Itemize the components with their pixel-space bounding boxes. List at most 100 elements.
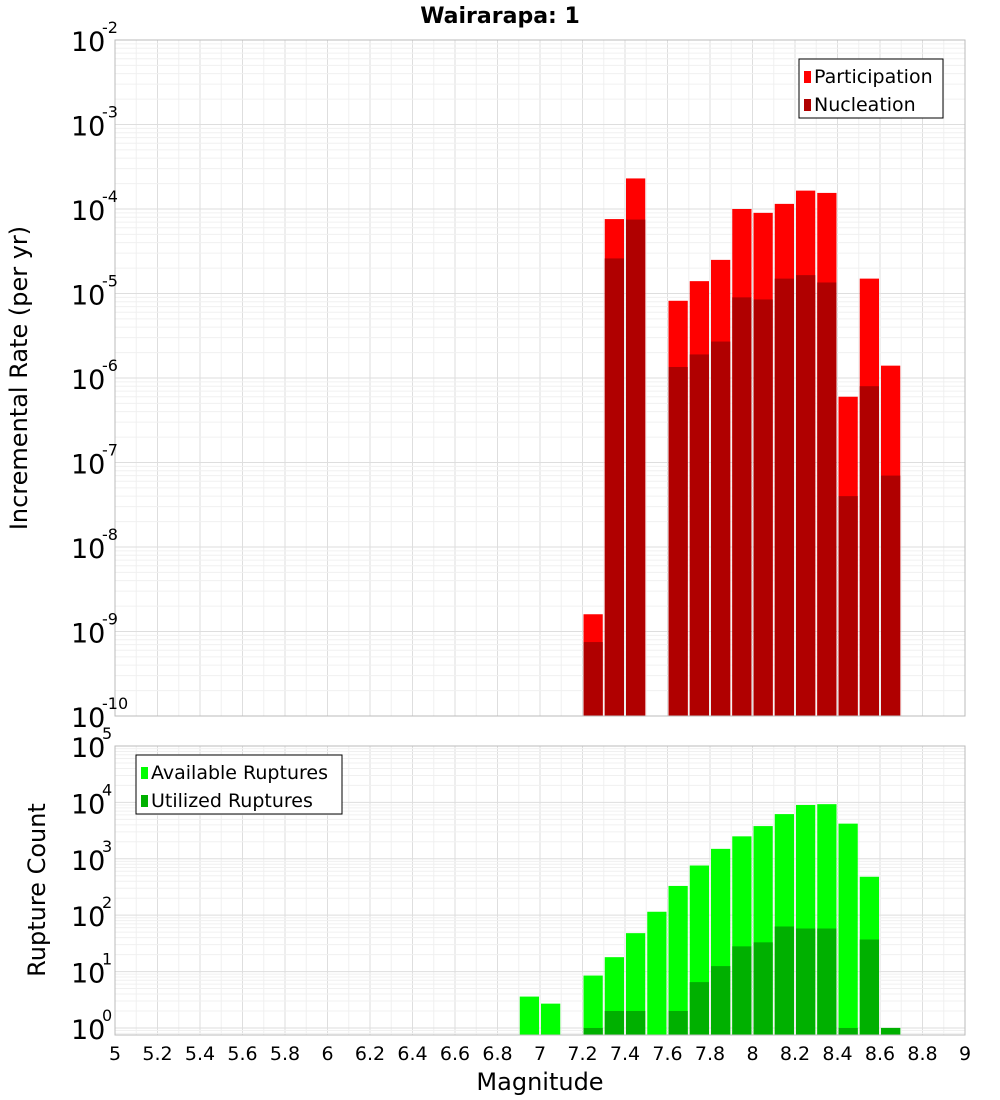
rate-bar-s2 — [796, 275, 816, 716]
rate-bar-s2 — [732, 297, 752, 716]
x-tick-label: 9 — [959, 1043, 971, 1065]
x-tick-label: 8 — [746, 1043, 758, 1065]
count-bar-s1 — [668, 885, 688, 1035]
count-y-tick-exp: 5 — [102, 724, 112, 743]
count-y-axis-label: Rupture Count — [23, 803, 51, 977]
rate-legend-label: Nucleation — [814, 94, 916, 116]
x-tick-label: 7.2 — [567, 1043, 597, 1065]
rate-y-tick-exp: -4 — [102, 187, 118, 206]
count-legend-entry: Utilized Ruptures — [141, 790, 313, 812]
rate-y-tick-base: 10 — [71, 703, 105, 734]
rate-y-tick: 10-4 — [71, 187, 118, 227]
rate-y-tick-base: 10 — [71, 365, 105, 396]
count-bar-s2 — [881, 1027, 901, 1035]
count-y-tick-base: 10 — [71, 733, 105, 764]
count-legend-label: Utilized Ruptures — [151, 790, 313, 812]
count-bar-s1 — [583, 975, 603, 1035]
x-tick-label: 5.2 — [142, 1043, 172, 1065]
count-bar-s2 — [774, 926, 794, 1035]
count-y-tick-base: 10 — [71, 789, 105, 820]
rate-bar-s2 — [711, 341, 731, 716]
count-bar-s1 — [838, 823, 858, 1035]
count-bar-s1 — [647, 911, 667, 1035]
x-tick-label: 7.4 — [610, 1043, 640, 1065]
count-y-tick-base: 10 — [71, 1015, 105, 1046]
rate-legend-entry: Nucleation — [804, 94, 916, 116]
rate-y-tick: 10-3 — [71, 103, 118, 143]
count-y-tick-exp: 3 — [102, 837, 112, 856]
x-axis-label: Magnitude — [476, 1068, 603, 1096]
rate-bar-s2 — [881, 475, 901, 716]
count-bar-s2 — [604, 1010, 624, 1035]
count-y-tick-base: 10 — [71, 959, 105, 990]
count-y-tick: 105 — [71, 724, 112, 764]
x-tick-label: 6.8 — [482, 1043, 512, 1065]
rate-bar-s2 — [583, 642, 603, 716]
count-y-tick-exp: 4 — [102, 780, 112, 799]
rate-legend-box — [798, 58, 944, 119]
rate-y-tick-exp: -10 — [102, 694, 128, 713]
rate-y-tick: 10-7 — [71, 441, 118, 481]
count-bar-s2 — [817, 928, 837, 1035]
count-bar-s2 — [711, 966, 731, 1035]
count-bar-s2 — [583, 1027, 603, 1035]
count-bar-s2 — [626, 1010, 646, 1035]
x-tick-label: 5.8 — [270, 1043, 300, 1065]
chart-title: Wairarapa: 1 — [420, 4, 580, 29]
count-legend-entry: Available Ruptures — [141, 762, 328, 784]
count-bar-s1 — [626, 933, 646, 1035]
count-panel-frame — [114, 745, 966, 1036]
count-bar-s2 — [732, 946, 752, 1035]
rate-y-axis-label: Incremental Rate (per yr) — [5, 226, 33, 530]
count-legend: Available Ruptures Utilized Ruptures — [135, 754, 343, 815]
rate-y-tick-exp: -6 — [102, 356, 118, 375]
x-tick-label: 8.8 — [907, 1043, 937, 1065]
count-y-tick-exp: 1 — [102, 950, 112, 969]
x-tick-label: 7.8 — [695, 1043, 725, 1065]
rate-bar-s2 — [838, 496, 858, 716]
count-bar-s2 — [796, 928, 816, 1035]
count-y-tick: 102 — [71, 893, 112, 933]
x-tick-label: 6 — [321, 1043, 333, 1065]
rate-bar-s2 — [753, 299, 773, 716]
count-legend-swatch — [141, 795, 148, 807]
rate-panel-frame — [114, 39, 966, 717]
count-bar-s2 — [668, 1010, 688, 1035]
x-tick-labels: 5 5.2 5.4 5.6 5.8 6 6.2 6.4 6.6 6.8 7 7.2 7.4 7.6 7.8 8… — [109, 1043, 971, 1065]
rate-bar-s2 — [626, 219, 646, 717]
rate-bar-s2 — [604, 258, 624, 716]
rate-y-tick-exp: -7 — [102, 441, 118, 460]
rate-y-tick-exp: -8 — [102, 525, 118, 544]
rate-bar-s2 — [859, 386, 879, 716]
x-tick-label: 6.2 — [355, 1043, 385, 1065]
count-y-tick: 100 — [71, 1006, 112, 1046]
count-bar-s2 — [838, 1027, 858, 1035]
x-tick-label: 8.6 — [865, 1043, 895, 1065]
count-y-tick-base: 10 — [71, 846, 105, 877]
count-bar-s2 — [753, 942, 773, 1035]
rate-grid — [114, 39, 966, 717]
x-tick-label: 6.4 — [397, 1043, 427, 1065]
rate-y-tick-base: 10 — [71, 112, 105, 143]
x-tick-label: 5 — [109, 1043, 121, 1065]
x-tick-label: 6.6 — [440, 1043, 470, 1065]
rate-y-tick: 10-6 — [71, 356, 118, 396]
rate-y-tick-base: 10 — [71, 619, 105, 650]
count-y-tick-base: 10 — [71, 902, 105, 933]
rate-y-tick: 10-5 — [71, 272, 118, 312]
count-bar-s2 — [689, 982, 709, 1035]
count-legend-box — [135, 754, 343, 815]
x-tick-label: 8.2 — [780, 1043, 810, 1065]
rate-y-tick-exp: -2 — [102, 18, 118, 37]
rate-y-tick-base: 10 — [71, 450, 105, 481]
x-tick-label: 7.6 — [652, 1043, 682, 1065]
rate-y-tick-exp: -3 — [102, 103, 118, 122]
rate-bars — [583, 178, 901, 717]
rate-bar-s2 — [689, 354, 709, 716]
x-tick-label: 5.6 — [227, 1043, 257, 1065]
rate-y-tick-base: 10 — [71, 196, 105, 227]
